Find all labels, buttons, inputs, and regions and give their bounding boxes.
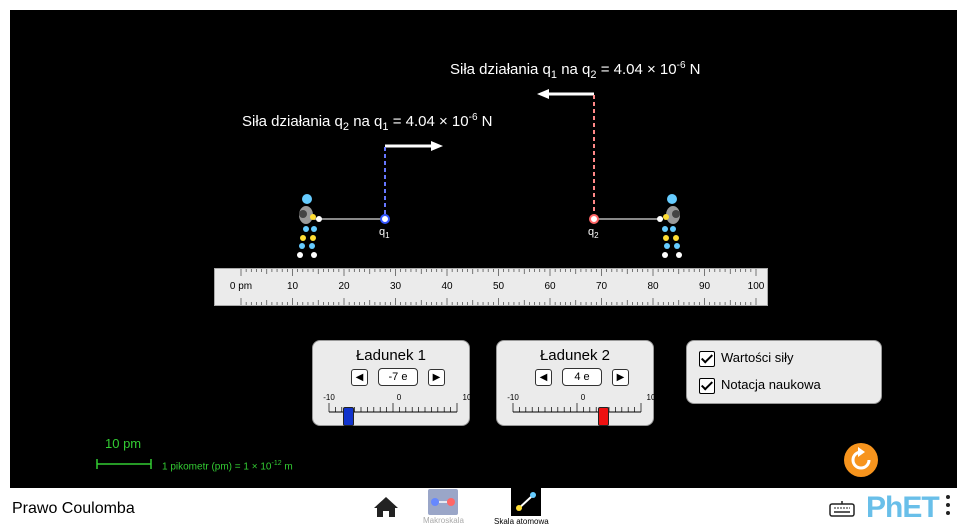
- puller-left-figure: [297, 194, 322, 258]
- charge2-title: Ładunek 2: [539, 347, 611, 364]
- charge2-panel: Ładunek 2 ◀ 4 e ▶ -10 0 10: [496, 340, 656, 426]
- atomic-scale-screen-button[interactable]: [511, 488, 541, 516]
- macro-scale-icon: [431, 498, 455, 506]
- checkbox-checked-icon[interactable]: [699, 350, 715, 367]
- charge2-slider-thumb[interactable]: [597, 407, 609, 426]
- keyboard-icon[interactable]: [829, 501, 855, 517]
- ruler-tick-label: 70: [595, 281, 608, 292]
- charge2-slider-mid: 0: [580, 393, 586, 402]
- ruler-tick-label: 80: [647, 281, 659, 292]
- ruler[interactable]: 0 pm 10 20 30 40 50 60 70 80 90 100: [214, 268, 768, 306]
- ruler-tick-label: 90: [698, 281, 711, 292]
- checkbox-checked-icon[interactable]: [699, 377, 715, 394]
- phet-logo[interactable]: PhET: [866, 491, 940, 524]
- charge1-increment-button[interactable]: ▶: [428, 369, 445, 386]
- macro-scale-screen-button[interactable]: [428, 489, 458, 515]
- charge2-increment-button[interactable]: ▶: [612, 369, 629, 386]
- reset-all-button[interactable]: [844, 443, 878, 477]
- options-panel: Wartości siły Notacja naukowa: [686, 340, 882, 404]
- force-on-q1-label: Siła działania q2 na q1 = 4.04 × 10-6 N: [242, 112, 493, 133]
- q2-label: q2: [588, 226, 599, 241]
- scientific-notation-label: Notacja naukowa: [721, 377, 821, 392]
- ruler-tick-label: 20: [338, 281, 350, 292]
- phet-menu-icon[interactable]: [946, 495, 950, 519]
- charge2-decrement-button[interactable]: ◀: [535, 369, 552, 386]
- ruler-tick-label: 60: [544, 281, 556, 292]
- charge1-panel: Ładunek 1 ◀ -7 e ▶ -10 0 10: [312, 340, 472, 426]
- ruler-tick-label: 10: [286, 281, 299, 292]
- force-arrow-q2: [537, 89, 594, 99]
- atomic-scale-icon: [516, 492, 536, 511]
- charge2-slider-track[interactable]: [507, 401, 647, 415]
- charge2-slider-max: 10: [646, 393, 656, 402]
- ruler-tick-label: 50: [492, 281, 505, 292]
- charge1-slider-mid: 0: [396, 393, 402, 402]
- charge1-value: -7 e: [378, 368, 418, 386]
- ruler-tick-label: 30: [389, 281, 402, 292]
- force-values-label: Wartości siły: [721, 350, 794, 365]
- puller-right-figure: [657, 194, 682, 258]
- ruler-tick-label: 100: [747, 281, 765, 292]
- charge1-slider-thumb[interactable]: [343, 407, 355, 426]
- charge1-title: Ładunek 1: [355, 347, 427, 364]
- force-on-q2-label: Siła działania q1 na q2 = 4.04 × 10-6 N: [450, 60, 701, 81]
- simulation-area: Siła działania q2 na q1 = 4.04 × 10-6 N …: [10, 10, 957, 488]
- scale-length-label: 10 pm: [105, 436, 142, 451]
- charge2-value: 4 e: [562, 368, 602, 386]
- ruler-tick-label: 0 pm: [229, 281, 253, 292]
- charge-q2[interactable]: [589, 214, 599, 224]
- charge1-slider-max: 10: [462, 393, 472, 402]
- scale-definition: 1 pikometr (pm) = 1 × 10-12 m: [162, 460, 293, 473]
- sim-title: Prawo Coulomba: [12, 500, 135, 517]
- macro-scale-label: Makroskala: [423, 516, 464, 525]
- scientific-notation-checkbox[interactable]: Notacja naukowa: [699, 377, 821, 394]
- charge2-slider-min: -10: [507, 393, 519, 402]
- ruler-ticks: [240, 269, 757, 305]
- charge1-decrement-button[interactable]: ◀: [351, 369, 368, 386]
- atomic-scale-label: Skala atomowa: [494, 517, 549, 526]
- navigation-bar: Prawo Coulomba Makroskala Skala atomowa …: [0, 488, 957, 526]
- charge1-slider-min: -10: [323, 393, 335, 402]
- ruler-tick-label: 40: [441, 281, 453, 292]
- q1-label: q1: [379, 226, 390, 241]
- home-icon[interactable]: [373, 496, 399, 518]
- force-values-checkbox[interactable]: Wartości siły: [699, 350, 793, 367]
- force-scene: [297, 89, 682, 258]
- reset-icon: [851, 447, 871, 470]
- force-arrow-q1: [385, 141, 443, 151]
- charge-q1[interactable]: [380, 214, 390, 224]
- scale-bar: [96, 459, 152, 469]
